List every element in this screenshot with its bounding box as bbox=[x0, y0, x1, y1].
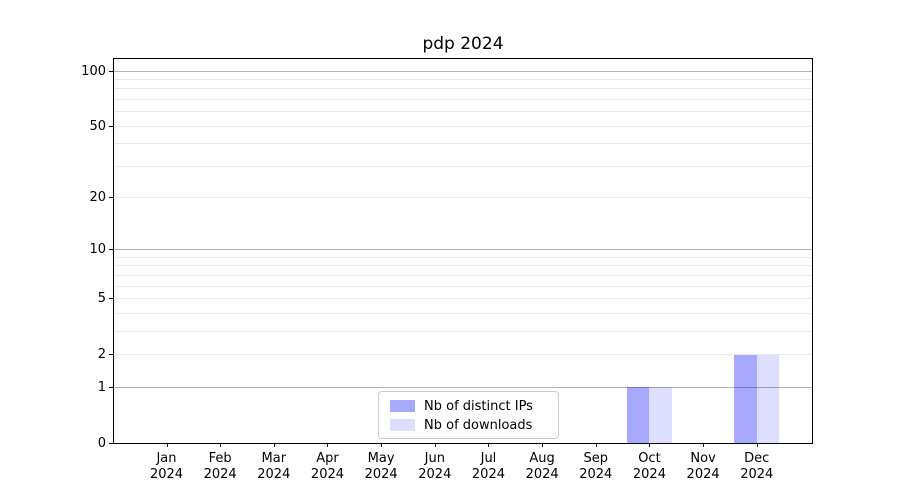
y-tick-label-10: 10 bbox=[89, 242, 106, 258]
bar-downloads-oct bbox=[649, 387, 672, 443]
legend-item-downloads: Nb of downloads bbox=[390, 417, 533, 433]
y-tick-10 bbox=[109, 249, 113, 251]
x-tick-oct bbox=[649, 443, 651, 447]
x-tick-mar bbox=[273, 443, 275, 447]
gridline-minor-y-8 bbox=[114, 265, 812, 267]
x-tick-nov bbox=[703, 443, 705, 447]
y-tick-label-5: 5 bbox=[97, 291, 106, 307]
x-tick-feb bbox=[220, 443, 222, 447]
gridline-minor-y-70 bbox=[114, 99, 812, 101]
gridline-minor-y-30 bbox=[114, 165, 812, 167]
gridline-minor-y-4 bbox=[114, 312, 812, 314]
gridline-minor-y-90 bbox=[114, 79, 812, 81]
y-tick-50 bbox=[109, 125, 113, 127]
gridline-minor-y-80 bbox=[114, 88, 812, 90]
gridline-minor-y-9 bbox=[114, 257, 812, 258]
x-tick-label-feb: Feb 2024 bbox=[203, 451, 237, 482]
y-tick-0 bbox=[109, 442, 113, 444]
legend: Nb of distinct IPs Nb of downloads bbox=[378, 391, 559, 439]
x-tick-label-mar: Mar 2024 bbox=[257, 451, 291, 482]
bar-distinct-ips-dec bbox=[734, 354, 757, 443]
x-tick-jan bbox=[166, 443, 168, 447]
bar-downloads-dec bbox=[756, 354, 780, 443]
y-tick-5 bbox=[109, 298, 113, 300]
x-tick-label-aug: Aug 2024 bbox=[525, 451, 559, 482]
x-tick-label-may: May 2024 bbox=[364, 451, 398, 482]
y-tick-1 bbox=[109, 386, 113, 388]
gridline-minor-y-7 bbox=[114, 274, 812, 276]
chart-title: pdp 2024 bbox=[422, 34, 504, 54]
legend-swatch-distinct-ips bbox=[390, 400, 415, 412]
bar-distinct-ips-oct bbox=[627, 387, 650, 443]
gridline-major-y-100 bbox=[114, 70, 812, 72]
x-tick-label-apr: Apr 2024 bbox=[310, 451, 345, 482]
x-tick-label-sep: Sep 2024 bbox=[579, 451, 613, 482]
y-tick-label-1: 1 bbox=[97, 379, 106, 395]
y-tick-20 bbox=[109, 197, 113, 199]
y-tick-100 bbox=[109, 70, 113, 72]
x-tick-dec bbox=[756, 443, 758, 447]
x-tick-label-jan: Jan 2024 bbox=[149, 451, 184, 482]
gridline-minor-y-50 bbox=[114, 125, 812, 127]
gridline-minor-y-2 bbox=[114, 354, 812, 355]
gridline-minor-y-3 bbox=[114, 330, 812, 332]
gridline-minor-y-40 bbox=[114, 143, 812, 145]
y-tick-label-20: 20 bbox=[89, 190, 106, 206]
y-tick-2 bbox=[109, 353, 113, 355]
gridline-major-y-10 bbox=[114, 249, 812, 251]
x-tick-jun bbox=[434, 443, 436, 447]
x-tick-label-jul: Jul 2024 bbox=[471, 451, 505, 482]
x-tick-aug bbox=[542, 443, 544, 447]
x-tick-label-jun: Jun 2024 bbox=[418, 451, 452, 482]
gridline-minor-y-6 bbox=[114, 285, 812, 287]
gridline-minor-y-60 bbox=[114, 111, 812, 113]
gridline-minor-y-5 bbox=[114, 298, 812, 300]
x-tick-label-dec: Dec 2024 bbox=[740, 451, 774, 482]
legend-label-distinct-ips: Nb of distinct IPs bbox=[424, 398, 533, 414]
y-tick-label-2: 2 bbox=[97, 346, 106, 362]
x-tick-label-nov: Nov 2024 bbox=[686, 451, 720, 482]
legend-label-downloads: Nb of downloads bbox=[424, 417, 533, 433]
gridline-minor-y-20 bbox=[114, 197, 812, 199]
x-tick-sep bbox=[595, 443, 597, 447]
legend-swatch-downloads bbox=[390, 419, 415, 431]
gridline-major-y-1 bbox=[114, 386, 812, 388]
x-tick-label-oct: Oct 2024 bbox=[632, 451, 666, 482]
y-tick-label-0: 0 bbox=[97, 435, 106, 451]
y-tick-label-50: 50 bbox=[89, 118, 106, 134]
x-tick-may bbox=[381, 443, 383, 447]
plot-area bbox=[113, 58, 813, 444]
y-tick-label-100: 100 bbox=[81, 63, 106, 79]
x-tick-apr bbox=[327, 443, 329, 447]
x-tick-jul bbox=[488, 443, 490, 447]
legend-item-distinct-ips: Nb of distinct IPs bbox=[390, 398, 533, 414]
